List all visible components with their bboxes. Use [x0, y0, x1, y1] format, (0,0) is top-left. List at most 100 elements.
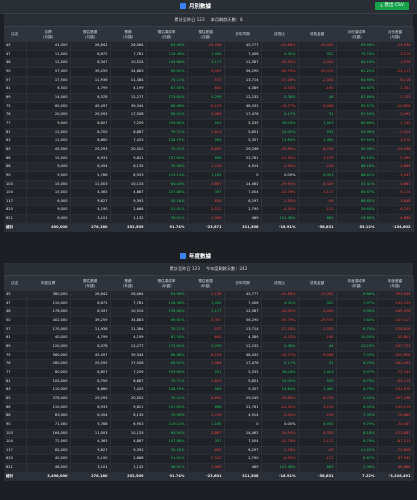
table-cell: -3,867 — [187, 429, 225, 439]
table-cell: -4,868 — [377, 214, 414, 224]
column-header[interactable]: 預估達成率 (年額) — [146, 276, 188, 291]
table-cell: -72,741 — [377, 368, 414, 378]
table-cell: 18.86% — [336, 214, 378, 224]
column-header[interactable]: 年度達成率 (年額) — [336, 276, 378, 291]
export-csv-button[interactable]: ⤓ 匯出 CSV — [375, 2, 409, 10]
table-cell: 107.88% — [146, 188, 188, 198]
column-header[interactable]: 店名 — [4, 276, 27, 291]
table-cell: -6,116 — [377, 76, 414, 86]
table-cell: 6,860 — [70, 136, 111, 146]
table-cell: 69.61% — [146, 316, 188, 326]
table-cell: 9,392 — [110, 446, 147, 456]
table-cell: 85 — [4, 145, 27, 155]
column-header[interactable]: 月份差額 (月額) — [377, 27, 414, 42]
column-header[interactable]: 成長比 — [261, 276, 299, 291]
table-cell: 39,344 — [110, 102, 147, 112]
total-cell: 63.12% — [336, 223, 378, 233]
table-cell: 76 — [4, 359, 27, 369]
column-header[interactable]: 月份達成率 (月額) — [336, 27, 378, 42]
table-cell: -3,084 — [187, 359, 225, 369]
total-cell: 252,509 — [110, 472, 147, 482]
table-cell: 322 — [298, 299, 337, 309]
column-header[interactable]: 預估業績 (月額) — [70, 27, 111, 42]
table-cell: -520,656 — [377, 351, 414, 361]
table-cell: -35.79% — [261, 316, 299, 326]
table-cell: 164,000 — [26, 429, 71, 439]
table-cell: 45 — [4, 291, 27, 300]
table-cell: 70.21% — [146, 145, 188, 155]
column-header[interactable]: 店名 — [4, 27, 27, 42]
column-header[interactable]: 成長金額 — [298, 276, 337, 291]
table-cell: -6,153 — [187, 102, 225, 112]
table-cell: 36.51% — [146, 463, 188, 473]
table-cell: 5,357 — [224, 136, 262, 146]
table-cell: -262,492 — [377, 359, 414, 369]
table-cell: 5,190 — [70, 205, 111, 216]
column-header[interactable]: 預估差額 (月額) — [187, 27, 225, 42]
column-header[interactable]: 去年同期 — [224, 27, 262, 42]
column-header[interactable]: 預估達成率 (月額) — [146, 27, 188, 42]
table-row: 88 83,000 6,454 6,135 70.56% -1,218 4,914 -2.45… — [4, 411, 414, 421]
column-header[interactable]: 成長金額 — [298, 27, 337, 42]
total-cell: 276,180 — [70, 223, 111, 233]
table-cell: 9,000 — [26, 119, 71, 129]
table-cell: 103 — [4, 429, 27, 439]
table-cell: 9,821 — [110, 403, 147, 413]
total-cell: -58,831 — [298, 472, 337, 482]
table-cell: 551 — [187, 368, 225, 378]
table-row: 86 15,000 8,933 9,821 137.63% 698 22,761 -14.35… — [4, 154, 414, 164]
table-cell: 6,953 — [110, 420, 147, 430]
table-cell: 4,887 — [110, 437, 147, 447]
table-cell: -5,399 — [377, 154, 414, 164]
table-cell: 5,357 — [224, 385, 262, 395]
table-cell: 8,607 — [70, 119, 111, 129]
table-cell: 4,914 — [224, 411, 262, 421]
table-cell: -29.93% — [261, 180, 299, 190]
table-cell: 90 — [4, 171, 27, 181]
table-cell: 8,347 — [70, 58, 111, 68]
column-header[interactable]: 年度目標 — [26, 276, 71, 291]
table-cell: 81 — [4, 377, 27, 387]
column-header[interactable]: 預估差額 (年額) — [187, 276, 225, 291]
table-cell: -3,219 — [377, 50, 414, 60]
table-row: 83 11,000 6,860 7,425 108.19% 565 5,357 13.64% 1… — [4, 136, 414, 146]
column-header[interactable]: 業績 (年額) — [110, 276, 147, 291]
column-header[interactable]: 目標 (月額) — [26, 27, 71, 42]
table-cell: 84.19% — [336, 58, 378, 68]
table-cell: -4.35% — [261, 205, 299, 216]
table-cell: 69.61% — [146, 67, 188, 77]
table-row: 88 9,000 6,454 6,135 70.56% -1,218 4,914 -2.45%… — [4, 162, 414, 172]
table-cell: 9,821 — [110, 154, 147, 164]
total-row: 總計 3,498,000 276,180 252,509 91.74% -23,601 31… — [4, 472, 414, 482]
table-cell: 56,290 — [224, 316, 262, 326]
column-header[interactable]: 預估業績 (年額) — [70, 276, 111, 291]
table-cell: -2,330 — [298, 76, 337, 86]
table-cell: 63.56% — [146, 291, 188, 300]
table-cell: 110,000 — [26, 385, 71, 395]
column-header[interactable]: 業績 (月額) — [110, 27, 147, 42]
table-cell: 0 — [224, 171, 262, 181]
table-cell: -4,329 — [298, 180, 337, 190]
table-cell: 5,335 — [224, 368, 262, 378]
table-cell: 110,000 — [26, 299, 71, 309]
yearly-title: 年度數據 — [180, 252, 211, 260]
column-header[interactable]: 去年同期 — [224, 276, 262, 291]
table-cell: 1,165 — [187, 420, 225, 430]
column-header[interactable]: 年度差額 (年額) — [377, 276, 414, 291]
table-cell: 6.75% — [336, 377, 378, 387]
table-cell: -70,047 — [377, 420, 414, 430]
table-cell: 15,000 — [26, 180, 71, 190]
total-cell: -23,601 — [187, 472, 225, 482]
table-cell: 170,000 — [26, 325, 71, 335]
table-cell: 26,842 — [70, 291, 111, 300]
table-cell: 60,000 — [26, 102, 71, 112]
table-cell: 4,389 — [224, 333, 262, 343]
table-cell: -102,219 — [377, 299, 414, 309]
table-cell: 322 — [298, 50, 337, 60]
table-cell: -14,936 — [377, 42, 414, 51]
table-cell: 11,384 — [110, 325, 147, 335]
table-cell: -357,498 — [377, 394, 414, 404]
table-cell: 4,365 — [70, 188, 111, 198]
table-cell: -95,113 — [377, 377, 414, 387]
column-header[interactable]: 成長比 — [261, 27, 299, 42]
